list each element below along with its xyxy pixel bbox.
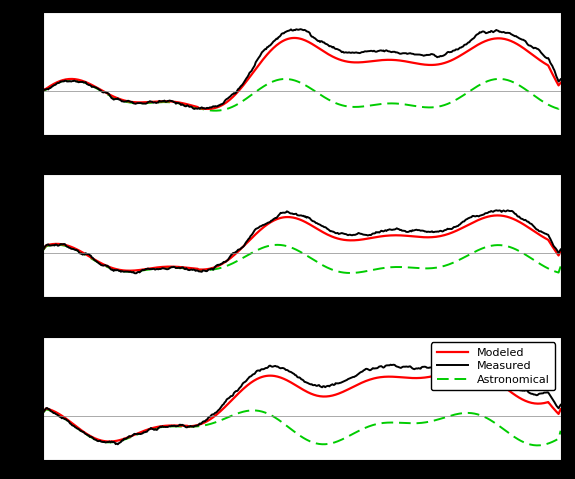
Legend: Modeled, Measured, Astronomical: Modeled, Measured, Astronomical [431,342,555,390]
